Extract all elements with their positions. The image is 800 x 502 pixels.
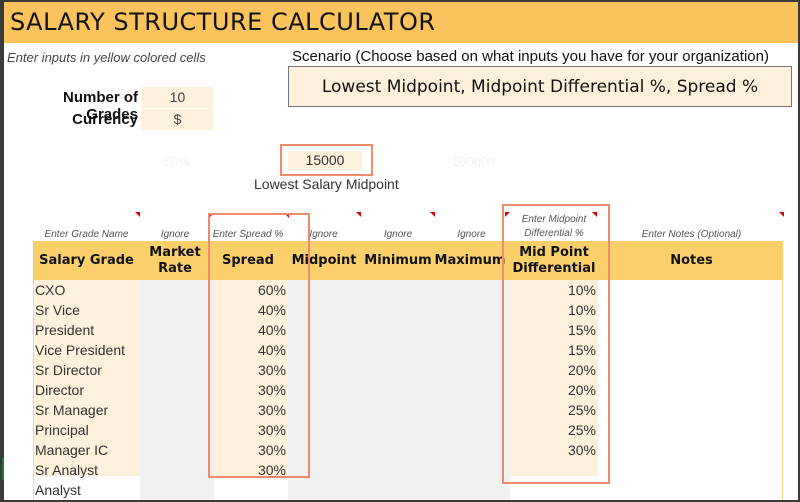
header-market-rate: Market Rate: [140, 241, 210, 280]
header-differential-line2: Differential: [512, 260, 596, 276]
differential-cell[interactable]: 25%: [567, 422, 596, 438]
spread-cell[interactable]: 30%: [257, 462, 286, 478]
differential-highlight-box: [502, 204, 610, 484]
header-salary-grade: Salary Grade: [39, 252, 134, 268]
subheader-grade: Enter Grade Name: [44, 229, 129, 240]
grade-cell[interactable]: CXO: [35, 282, 66, 298]
calculated-columns: [288, 280, 510, 500]
currency-label: Currency: [72, 111, 138, 128]
grade-column-blank: [33, 476, 140, 500]
spread-list: 60% 40% 40% 40% 30% 30% 30% 30% 30% 30%: [214, 280, 286, 480]
hidden-value-right: 100000: [452, 154, 496, 169]
grade-cell[interactable]: Vice President: [35, 342, 126, 358]
spread-cell[interactable]: 60%: [257, 282, 286, 298]
comment-marker-icon: [430, 212, 435, 217]
differential-list: 10% 10% 15% 15% 20% 20% 25% 25% 30%: [510, 280, 596, 460]
comment-marker-icon: [779, 212, 784, 217]
differential-cell[interactable]: 10%: [567, 282, 596, 298]
scenario-label: Scenario (Choose based on what inputs yo…: [292, 48, 769, 65]
lowest-midpoint-caption: Lowest Salary Midpoint: [254, 176, 399, 192]
subheader-maximum: Ignore: [457, 229, 486, 240]
header-differential-line1: Mid Point: [519, 244, 589, 260]
grades-label: Number of Grades: [63, 89, 138, 123]
subheader-midpoint: Ignore: [309, 229, 338, 240]
midpoint-highlight: [280, 144, 373, 176]
header-minimum: Minimum: [364, 252, 432, 268]
page-title: SALARY STRUCTURE CALCULATOR: [10, 8, 436, 36]
spread-cell[interactable]: 30%: [257, 402, 286, 418]
spread-cell[interactable]: 40%: [257, 342, 286, 358]
grade-cell[interactable]: Sr Vice President: [35, 302, 95, 338]
subheader-differential-line1: Enter Midpoint: [521, 214, 587, 225]
subheader-market: Ignore: [160, 229, 190, 240]
grade-column-input: [33, 280, 140, 476]
comment-marker-icon: [209, 213, 214, 218]
comment-marker-icon: [135, 212, 140, 217]
hidden-value-left: 50%: [164, 154, 191, 169]
spread-cell[interactable]: 30%: [257, 442, 286, 458]
subheader-spread: Enter Spread %: [212, 229, 284, 240]
notes-column: [598, 280, 783, 500]
differential-cell[interactable]: 25%: [567, 402, 596, 418]
differential-cell[interactable]: 20%: [567, 362, 596, 378]
comment-marker-icon: [284, 213, 289, 218]
spread-cell[interactable]: 30%: [257, 382, 286, 398]
spread-cell[interactable]: 40%: [257, 322, 286, 338]
differential-cell[interactable]: 30%: [567, 442, 596, 458]
header-midpoint: Midpoint: [291, 252, 357, 268]
input-hint: Enter inputs in yellow colored cells: [7, 50, 206, 65]
subheader-minimum: Ignore: [383, 229, 413, 240]
grades-input[interactable]: 10: [142, 87, 213, 108]
lowest-midpoint-input[interactable]: 15000: [288, 151, 362, 170]
differential-cell[interactable]: 10%: [567, 302, 596, 318]
spread-highlight-box: [208, 213, 310, 478]
title-bar: SALARY STRUCTURE CALCULATOR: [4, 2, 798, 43]
subheader-notes: Enter Notes (Optional): [641, 229, 742, 240]
grade-list: CXO Sr Vice President Vice President Sr …: [35, 280, 135, 500]
grade-cell[interactable]: Sr Analyst: [35, 462, 99, 478]
header-market-line1: Market: [149, 244, 201, 260]
grade-cell[interactable]: Analyst: [35, 482, 81, 498]
spread-column-input: [214, 280, 288, 476]
subheader-differential-line2: Differential %: [524, 228, 584, 239]
grade-cell[interactable]: Manager IC: [35, 442, 109, 458]
header-maximum: Maximum: [434, 252, 506, 268]
differential-cell[interactable]: 20%: [567, 382, 596, 398]
grade-cell[interactable]: Sr Director: [35, 362, 102, 378]
market-rate-column: [140, 280, 214, 500]
scenario-dropdown[interactable]: Lowest Midpoint, Midpoint Differential %…: [288, 66, 792, 107]
header-market-line2: Rate: [158, 260, 192, 276]
comment-marker-icon: [592, 212, 597, 217]
grade-cell[interactable]: Principal: [35, 422, 89, 438]
spread-cell[interactable]: 40%: [257, 302, 286, 318]
spread-cell[interactable]: 30%: [257, 422, 286, 438]
table-header-row: [33, 241, 783, 280]
header-spread: Spread: [222, 252, 274, 268]
header-midpoint-differential: Mid Point Differential: [508, 241, 600, 280]
differential-cell[interactable]: 15%: [567, 322, 596, 338]
differential-column-input: [510, 280, 598, 476]
header-notes: Notes: [670, 252, 713, 268]
row-indicator: [2, 458, 4, 480]
comment-marker-icon: [505, 212, 510, 217]
spread-cell[interactable]: 30%: [257, 362, 286, 378]
grade-cell[interactable]: Director: [35, 382, 85, 398]
differential-cell[interactable]: 15%: [567, 342, 596, 358]
comment-marker-icon: [356, 212, 361, 217]
currency-input[interactable]: $: [142, 109, 213, 130]
grade-cell[interactable]: Sr Manager: [35, 402, 109, 418]
